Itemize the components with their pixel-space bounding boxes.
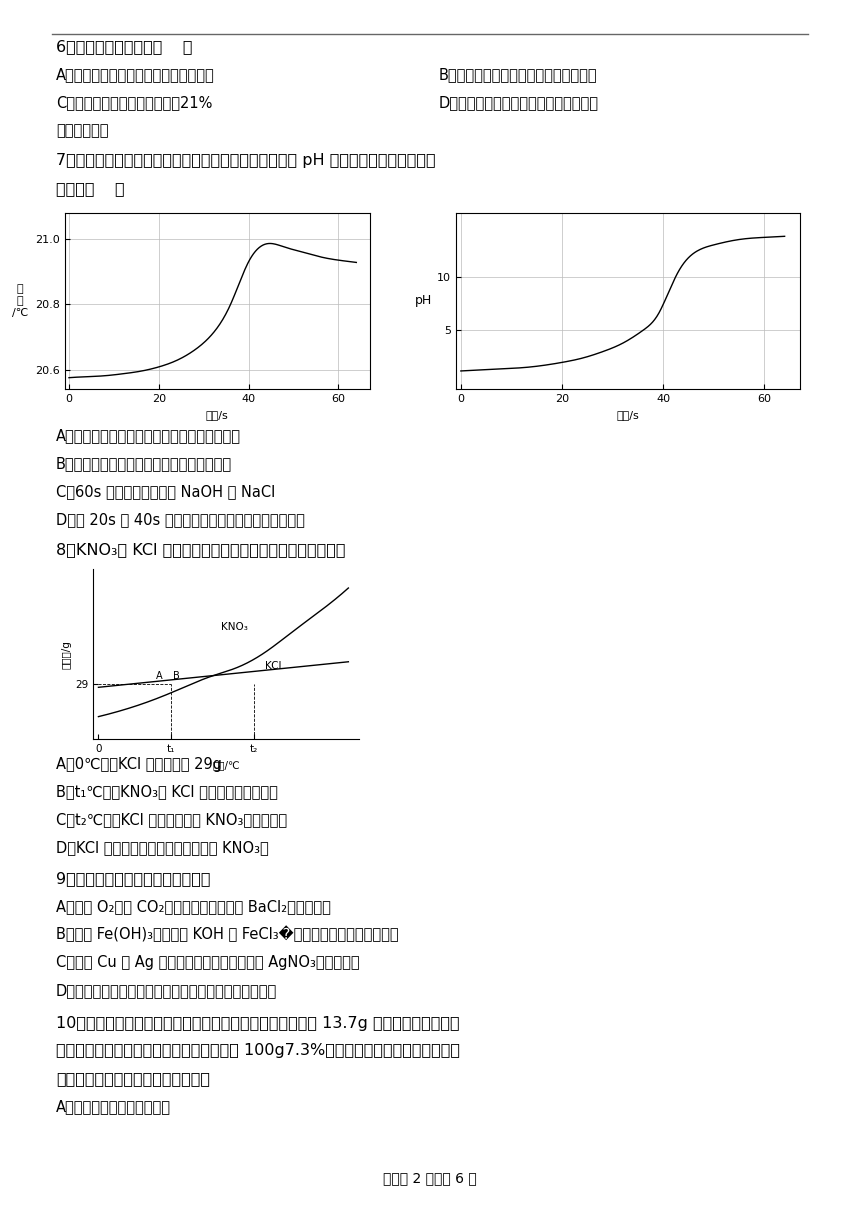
X-axis label: 时间/s: 时间/s [617,410,639,420]
Text: A．该反应符合质量守恒定律: A．该反应符合质量守恒定律 [56,1099,171,1114]
Text: 液恰好为中性，下列说法不正确的是: 液恰好为中性，下列说法不正确的是 [56,1071,210,1086]
Text: C．t₂℃时，KCl 的溶解度比的 KNO₃的溶解度大: C．t₂℃时，KCl 的溶解度比的 KNO₃的溶解度大 [56,812,287,827]
Text: B．稀氢氧化钠溶液与稀盐酸反应为吸热反应: B．稀氢氧化钠溶液与稀盐酸反应为吸热反应 [56,456,232,471]
Text: D．检验氢气中是否含有氧气：将带火星的木条伸入其中: D．检验氢气中是否含有氧气：将带火星的木条伸入其中 [56,983,277,997]
Text: A．该实验是将稀盐酸滴入到稀氢氧化钠溶液中: A．该实验是将稀盐酸滴入到稀氢氧化钠溶液中 [56,428,241,443]
Text: 10．现有一定量的碳酸氢钠固体，将其加热一段时间后得到 13.7g 固体，将固体加水充: 10．现有一定量的碳酸氢钠固体，将其加热一段时间后得到 13.7g 固体，将固体… [56,1015,459,1030]
Text: 8．KNO₃与 KCl 的溶解度曲线如图所示。下列说法正确的是: 8．KNO₃与 KCl 的溶解度曲线如图所示。下列说法正确的是 [56,542,346,557]
Text: KNO₃: KNO₃ [221,621,248,631]
Text: B．制备 Fe(OH)₃：过量的 KOH 和 FeCl₃�液混合，过滤、洗涤、干燥: B．制备 Fe(OH)₃：过量的 KOH 和 FeCl₃�液混合，过滤、洗涤、干… [56,925,398,941]
Text: B．t₁℃时，KNO₃和 KCl 的溶质质量分数相等: B．t₁℃时，KNO₃和 KCl 的溶质质量分数相等 [56,784,278,799]
Text: A．0℃时，KCl 的溶解度为 29g: A．0℃时，KCl 的溶解度为 29g [56,756,222,771]
Text: A．生活中可用肥皂水来区分硬水和软水: A．生活中可用肥皂水来区分硬水和软水 [56,67,215,81]
Text: D．铁丝在氧气中剧烈燃烧，火星四射，: D．铁丝在氧气中剧烈燃烧，火星四射， [439,95,599,109]
Text: D．在 20s 到 40s 之间某一时刻，两溶液恰好完全反应: D．在 20s 到 40s 之间某一时刻，两溶液恰好完全反应 [56,512,304,527]
Text: C．分离 Cu 和 Ag 的固体混合物：加入适量的 AgNO₃溶液，过滤: C．分离 Cu 和 Ag 的固体混合物：加入适量的 AgNO₃溶液，过滤 [56,955,359,969]
Text: 生成红色固体: 生成红色固体 [56,123,108,137]
Text: 9．下列实验方案中，设计合理的是: 9．下列实验方案中，设计合理的是 [56,871,211,885]
Y-axis label: 溶解度/g: 溶解度/g [62,640,72,669]
Y-axis label: pH: pH [415,294,432,308]
Text: KCl: KCl [265,662,281,671]
X-axis label: 温度/℃: 温度/℃ [212,760,240,770]
Text: D．KCl 的溶解度受温度的影响程度比 KNO₃大: D．KCl 的溶解度受温度的影响程度比 KNO₃大 [56,840,268,855]
Text: A: A [157,671,163,681]
Text: A．除去 O₂中的 CO₂：将气体通过过量的 BaCl₂溶液，干燥: A．除去 O₂中的 CO₂：将气体通过过量的 BaCl₂溶液，干燥 [56,899,331,913]
Text: 确的是（    ）: 确的是（ ） [56,181,125,196]
Text: 分溶解，得到无色透明溶液，再向其中加入 100g7.3%的稀盐酸，充分反应后，所得溶: 分溶解，得到无色透明溶液，再向其中加入 100g7.3%的稀盐酸，充分反应后，所… [56,1043,460,1058]
Text: 6．下列说法正确的是（    ）: 6．下列说法正确的是（ ） [56,39,193,54]
Text: 试卷第 2 页，总 6 页: 试卷第 2 页，总 6 页 [383,1171,477,1184]
Text: 7．如图表示稀氢氧化钠溶液与稀盐酸反应过程中温度和 pH 变化的曲线。下列说法正: 7．如图表示稀氢氧化钠溶液与稀盐酸反应过程中温度和 pH 变化的曲线。下列说法正 [56,153,435,168]
Text: 温
度
/℃: 温 度 /℃ [12,285,28,317]
X-axis label: 时间/s: 时间/s [206,410,229,420]
Text: B．可燃物只要与氧气充分接触就能燃烧: B．可燃物只要与氧气充分接触就能燃烧 [439,67,597,81]
Text: B: B [173,671,180,681]
Text: C．空气中氧气的质量分数约为21%: C．空气中氧气的质量分数约为21% [56,95,212,109]
Text: C．60s 时，溶液中溶质为 NaOH 和 NaCl: C．60s 时，溶液中溶质为 NaOH 和 NaCl [56,484,275,499]
